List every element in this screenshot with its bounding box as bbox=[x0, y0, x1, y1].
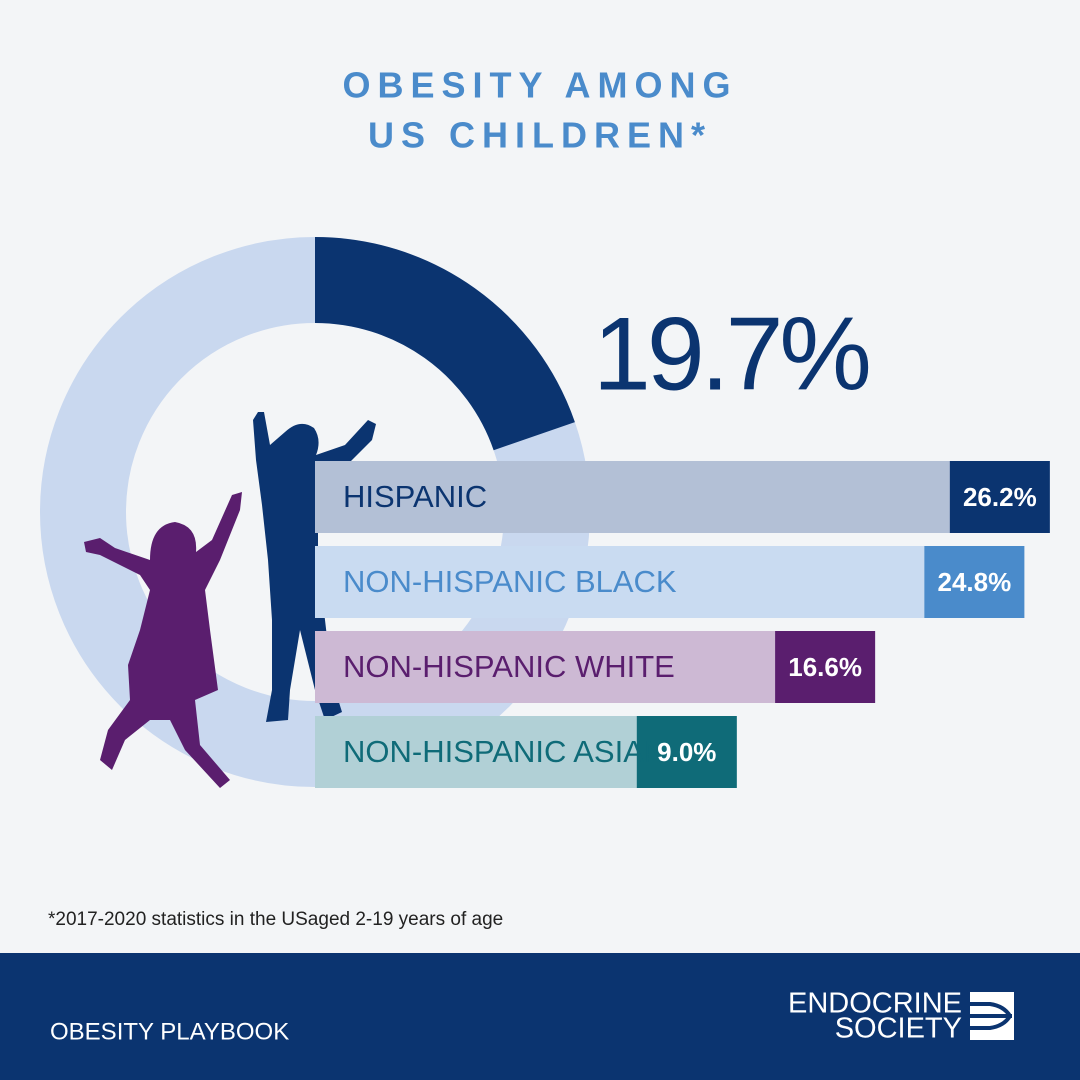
value-box bbox=[949, 461, 1050, 533]
children-silhouettes bbox=[84, 412, 376, 788]
logo-text: SOCIETY bbox=[835, 1013, 962, 1045]
girl-silhouette bbox=[84, 492, 242, 788]
donut-value-label: 19.7% bbox=[593, 296, 868, 412]
bar-chart: HISPANIC 26.2% NON-HISPANIC BLACK 24.8% NON-… bbox=[315, 461, 1050, 788]
footer-band bbox=[0, 953, 1080, 1080]
bar bbox=[315, 461, 1050, 533]
category-label: NON-HISPANIC BLACK bbox=[343, 564, 677, 599]
donut-arc bbox=[314, 237, 575, 452]
logo-text: ENDOCRINE bbox=[788, 988, 962, 1020]
value-label: 24.8% bbox=[937, 567, 1011, 597]
value-label: 9.0% bbox=[657, 737, 716, 767]
title-line: OBESITY AMONG bbox=[342, 65, 737, 106]
footnote: *2017-2020 statistics in the USaged 2-19… bbox=[48, 909, 503, 930]
footer-label: OBESITY PLAYBOOK bbox=[50, 1018, 289, 1045]
boy-silhouette bbox=[253, 412, 376, 722]
value-label: 26.2% bbox=[963, 482, 1037, 512]
title-line: US CHILDREN* bbox=[368, 115, 712, 156]
value-box bbox=[775, 631, 876, 703]
value-box bbox=[636, 716, 737, 788]
value-box bbox=[924, 546, 1025, 618]
logo-icon bbox=[970, 992, 1014, 1040]
category-label: HISPANIC bbox=[343, 479, 487, 514]
value-label: 16.6% bbox=[788, 652, 862, 682]
category-label: NON-HISPANIC WHITE bbox=[343, 649, 675, 684]
category-label: NON-HISPANIC ASIAN bbox=[343, 734, 666, 769]
bar bbox=[315, 546, 1025, 618]
